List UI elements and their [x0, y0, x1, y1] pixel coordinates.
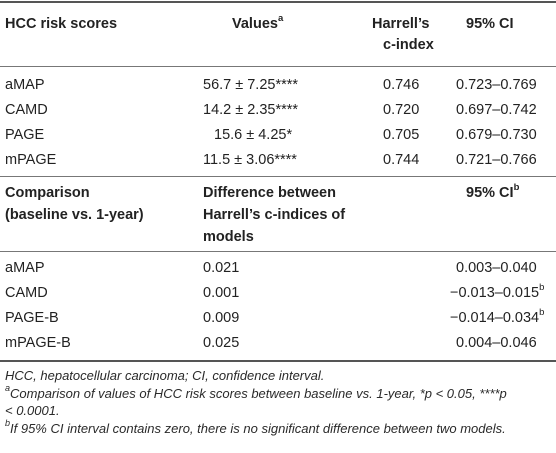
row-ci: −0.014–0.034b — [450, 307, 545, 326]
header-values: Valuesa — [232, 13, 284, 32]
row-diff: 0.001 — [203, 285, 240, 301]
table-row: CAMD 14.2 ± 2.35**** 0.720 0.697–0.742 — [0, 101, 556, 125]
header-difference-line1: Difference between — [203, 185, 336, 201]
row-name: mPAGE-B — [5, 335, 71, 351]
table-footnotes: HCC, hepatocellular carcinoma; CI, confi… — [5, 367, 553, 437]
table-row: CAMD 0.001 −0.013–0.015b — [0, 282, 556, 308]
header-comparison-line2: (baseline vs. 1-year) — [5, 207, 144, 223]
header-difference-line2: Harrell’s c-indices of — [203, 207, 346, 223]
footnote-abbreviations: HCC, hepatocellular carcinoma; CI, confi… — [5, 368, 325, 383]
bottom-rule — [0, 360, 556, 362]
row-ci: −0.013–0.015b — [450, 282, 545, 301]
header-95-ci-b: 95% CIb — [466, 182, 520, 201]
header-rule-1 — [0, 66, 556, 67]
row-diff: 0.021 — [203, 260, 240, 276]
row-cindex: 0.705 — [383, 127, 420, 143]
table-row: mPAGE-B 0.025 0.004–0.046 — [0, 334, 556, 358]
footnote-b: bIf 95% CI interval contains zero, there… — [5, 418, 506, 436]
header-c-index-line2: c-index — [383, 37, 434, 53]
header-hcc-risk-scores: HCC risk scores — [5, 16, 118, 32]
row-ci: 0.003–0.040 — [456, 260, 537, 276]
row-name: PAGE-B — [5, 310, 59, 326]
row-value: 56.7 ± 7.25**** — [203, 77, 299, 93]
row-cindex: 0.746 — [383, 77, 420, 93]
header-comparison-line1: Comparison — [5, 185, 90, 201]
row-cindex: 0.720 — [383, 102, 420, 118]
row-name: CAMD — [5, 285, 48, 301]
row-ci: 0.721–0.766 — [456, 152, 537, 168]
row-name: mPAGE — [5, 152, 57, 168]
row-ci: 0.679–0.730 — [456, 127, 537, 143]
section-rule — [0, 176, 556, 177]
row-value: 15.6 ± 4.25* — [214, 127, 293, 143]
row-value: 11.5 ± 3.06**** — [203, 152, 297, 168]
header-rule-2 — [0, 251, 556, 252]
row-ci: 0.723–0.769 — [456, 77, 537, 93]
row-ci: 0.697–0.742 — [456, 102, 537, 118]
top-rule — [0, 1, 556, 3]
footnote-a: aComparison of values of HCC risk scores… — [5, 383, 507, 418]
header-difference-line3: models — [203, 229, 254, 245]
row-diff: 0.009 — [203, 310, 240, 326]
header-harrells-line1: Harrell’s — [372, 16, 430, 32]
table-row: PAGE-B 0.009 −0.014–0.034b — [0, 307, 556, 333]
row-name: PAGE — [5, 127, 45, 143]
row-name: aMAP — [5, 260, 45, 276]
table-row: PAGE 15.6 ± 4.25* 0.705 0.679–0.730 — [0, 126, 556, 150]
row-cindex: 0.744 — [383, 152, 420, 168]
row-name: CAMD — [5, 102, 48, 118]
row-name: aMAP — [5, 77, 45, 93]
row-diff: 0.025 — [203, 335, 240, 351]
table-row: aMAP 56.7 ± 7.25**** 0.746 0.723–0.769 — [0, 76, 556, 100]
header-95-ci: 95% CI — [466, 16, 514, 32]
table-row: mPAGE 11.5 ± 3.06**** 0.744 0.721–0.766 — [0, 151, 556, 175]
row-value: 14.2 ± 2.35**** — [203, 102, 299, 118]
row-ci: 0.004–0.046 — [456, 335, 537, 351]
table-row: aMAP 0.021 0.003–0.040 — [0, 259, 556, 283]
